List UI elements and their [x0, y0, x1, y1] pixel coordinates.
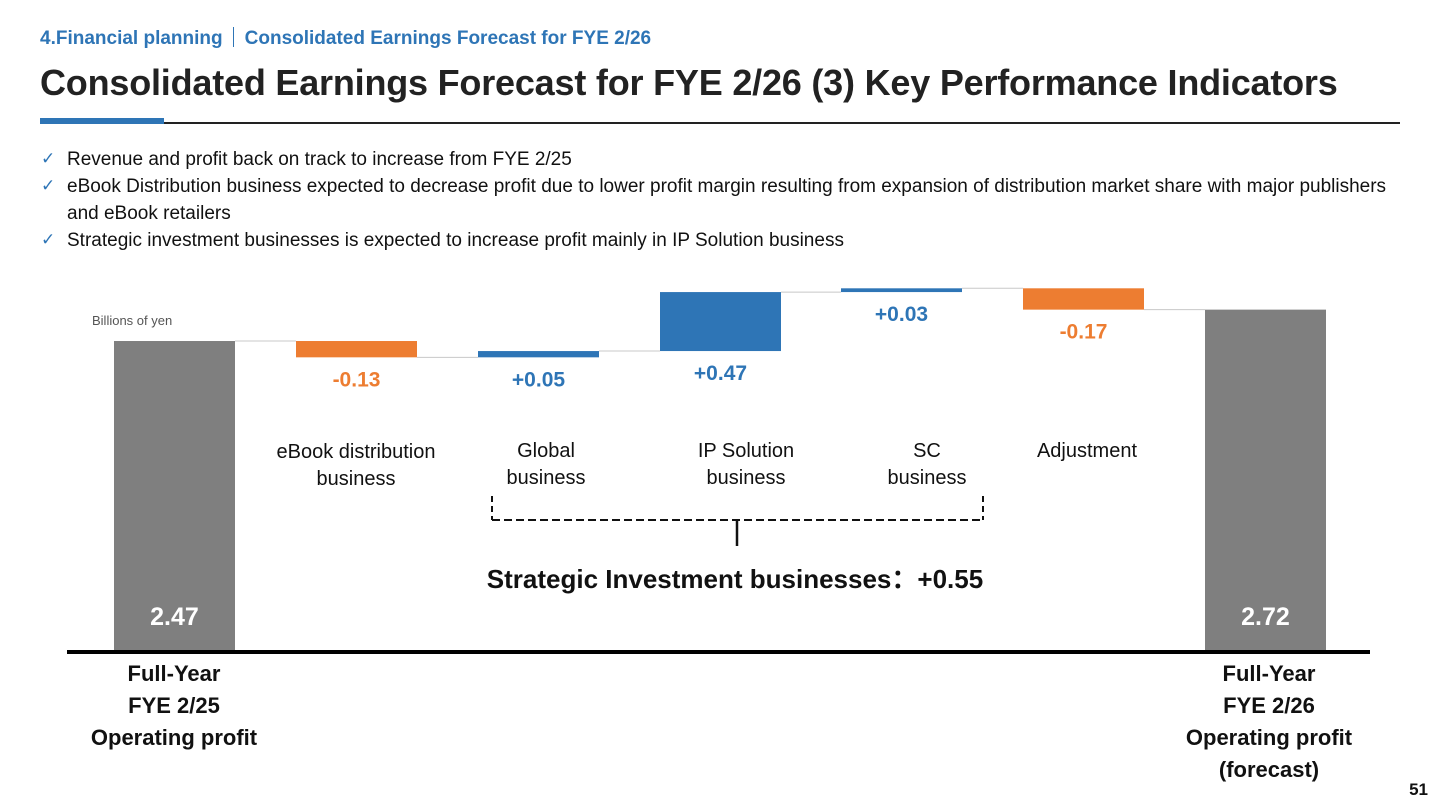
bar-6	[1023, 288, 1144, 309]
axis-category-label: Operating profit	[1186, 725, 1353, 750]
page-number: 51	[1409, 780, 1428, 800]
total-value-label: 2.47	[150, 603, 199, 631]
delta-value-label: +0.05	[512, 368, 565, 391]
bar-3	[478, 351, 599, 357]
bar-5	[841, 288, 962, 292]
axis-category-label: Full-Year	[1223, 661, 1316, 686]
delta-value-label: +0.03	[875, 303, 928, 326]
axis-category-label: FYE 2/26	[1223, 693, 1315, 718]
category-label: Adjustment	[1037, 440, 1137, 462]
delta-value-label: -0.13	[333, 368, 381, 391]
axis-category-label: Full-Year	[128, 661, 221, 686]
group-label: Strategic Investment businesses：+0.55	[487, 564, 983, 594]
axis-category-label: FYE 2/25	[128, 693, 220, 718]
category-label: business	[888, 467, 967, 489]
category-label: business	[507, 467, 586, 489]
bar-7	[1205, 310, 1326, 651]
unit-label: Billions of yen	[92, 313, 172, 328]
delta-value-label: +0.47	[694, 362, 747, 385]
waterfall-chart: Billions of yen 2.47 -0.13 +0.05 +0.47 +0.03 -…	[0, 0, 1440, 810]
axis-category-label: (forecast)	[1219, 757, 1319, 782]
category-label: Global	[517, 440, 575, 462]
category-label: business	[707, 467, 786, 489]
category-label: SC	[913, 440, 941, 462]
axis-category-label: Operating profit	[91, 725, 258, 750]
bar-4	[660, 292, 781, 351]
category-label: IP Solution	[698, 440, 794, 462]
category-label: eBook distribution	[277, 441, 436, 463]
bar-2	[296, 341, 417, 357]
category-label: business	[317, 468, 396, 490]
delta-value-label: -0.17	[1060, 321, 1108, 344]
total-value-label: 2.72	[1241, 603, 1290, 631]
